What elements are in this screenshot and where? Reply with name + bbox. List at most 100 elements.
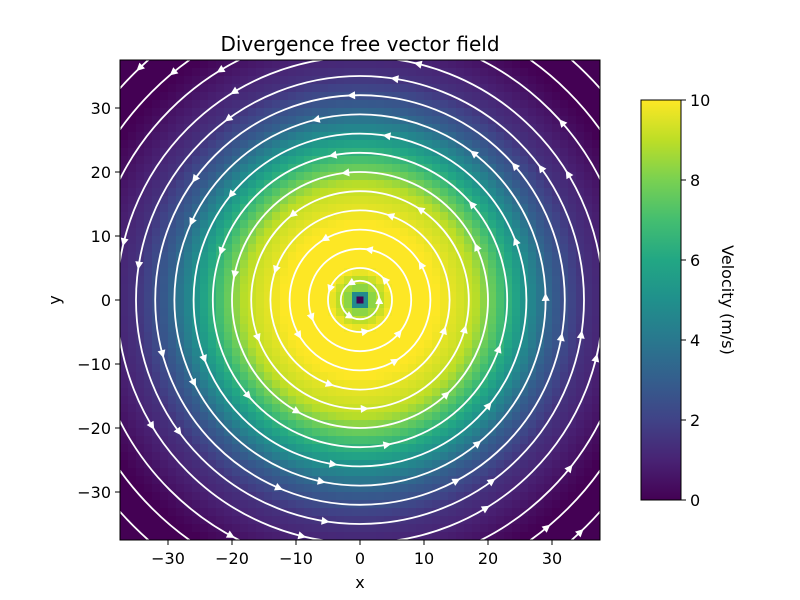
heatmap-cell bbox=[440, 308, 449, 317]
heatmap-cell bbox=[312, 492, 321, 501]
heatmap-cell bbox=[336, 76, 345, 85]
heatmap-cell bbox=[320, 100, 329, 109]
heatmap-cell bbox=[488, 436, 497, 445]
heatmap-cell bbox=[264, 476, 273, 485]
heatmap-cell bbox=[248, 484, 257, 493]
heatmap-cell bbox=[248, 212, 257, 221]
heatmap-cell bbox=[440, 236, 449, 245]
heatmap-cell bbox=[552, 196, 561, 205]
heatmap-cell bbox=[512, 508, 521, 517]
heatmap-cell bbox=[184, 308, 193, 317]
heatmap-cell bbox=[336, 108, 345, 117]
heatmap-cell bbox=[280, 76, 289, 85]
heatmap-cell bbox=[168, 316, 177, 325]
heatmap-cell bbox=[584, 484, 593, 493]
heatmap-cell bbox=[544, 500, 553, 509]
heatmap-cell bbox=[136, 316, 145, 325]
heatmap-cell bbox=[184, 348, 193, 357]
heatmap-cell bbox=[416, 108, 425, 117]
heatmap-cell bbox=[216, 116, 225, 125]
heatmap-cell bbox=[592, 404, 600, 413]
heatmap-cell bbox=[304, 132, 313, 141]
heatmap-cell bbox=[264, 220, 273, 229]
heatmap-cell bbox=[408, 116, 417, 125]
heatmap-cell bbox=[392, 132, 401, 141]
heatmap-cell bbox=[568, 516, 577, 525]
heatmap-cell bbox=[336, 308, 345, 317]
heatmap-cell bbox=[256, 508, 265, 517]
heatmap-cell bbox=[416, 228, 425, 237]
heatmap-cell bbox=[128, 508, 137, 517]
heatmap-cell bbox=[192, 84, 201, 93]
heatmap-cell bbox=[504, 492, 513, 501]
heatmap-cell bbox=[216, 380, 225, 389]
heatmap-cell bbox=[280, 212, 289, 221]
heatmap-cell bbox=[456, 516, 465, 525]
heatmap-cell bbox=[216, 484, 225, 493]
heatmap-cell bbox=[520, 332, 529, 341]
heatmap-cell bbox=[488, 148, 497, 157]
heatmap-cell bbox=[368, 300, 377, 309]
heatmap-cell bbox=[488, 228, 497, 237]
heatmap-cell bbox=[272, 60, 281, 69]
heatmap-cell bbox=[184, 108, 193, 117]
heatmap-cell bbox=[344, 428, 353, 437]
heatmap-cell bbox=[384, 76, 393, 85]
heatmap-cell bbox=[160, 116, 169, 125]
heatmap-cell bbox=[312, 380, 321, 389]
heatmap-cell bbox=[352, 316, 361, 325]
heatmap-cell bbox=[272, 132, 281, 141]
heatmap-cell bbox=[584, 220, 593, 229]
heatmap-cell bbox=[232, 532, 241, 540]
heatmap-cell bbox=[504, 164, 513, 173]
heatmap-cell bbox=[456, 532, 465, 540]
heatmap-cell bbox=[560, 108, 569, 117]
heatmap-cell bbox=[264, 292, 273, 301]
heatmap-cell bbox=[536, 116, 545, 125]
heatmap-cell bbox=[272, 516, 281, 525]
heatmap-cell bbox=[568, 60, 577, 69]
heatmap-cell bbox=[456, 116, 465, 125]
heatmap-cell bbox=[376, 292, 385, 301]
heatmap-cell bbox=[248, 68, 257, 77]
heatmap-cell bbox=[456, 300, 465, 309]
heatmap-cell bbox=[384, 188, 393, 197]
heatmap-cell bbox=[224, 420, 233, 429]
heatmap-cell bbox=[312, 372, 321, 381]
heatmap-cell bbox=[160, 260, 169, 269]
heatmap-cell bbox=[496, 460, 505, 469]
heatmap-cell bbox=[248, 444, 257, 453]
heatmap-cell bbox=[240, 140, 249, 149]
heatmap-cell bbox=[120, 244, 129, 253]
streamline-arrow bbox=[632, 188, 639, 197]
heatmap-cell bbox=[496, 332, 505, 341]
heatmap-cell bbox=[424, 300, 433, 309]
heatmap-cell bbox=[248, 404, 257, 413]
heatmap-cell bbox=[296, 468, 305, 477]
heatmap-cell bbox=[168, 156, 177, 165]
heatmap-cell bbox=[368, 308, 377, 317]
heatmap-cell bbox=[232, 356, 241, 365]
heatmap-cell bbox=[120, 220, 129, 229]
heatmap-cell bbox=[328, 204, 337, 213]
heatmap-cell bbox=[120, 140, 129, 149]
heatmap-cell bbox=[128, 228, 137, 237]
heatmap-cell bbox=[504, 276, 513, 285]
heatmap-cell bbox=[392, 204, 401, 213]
heatmap-cell bbox=[288, 508, 297, 517]
heatmap-cell bbox=[304, 268, 313, 277]
heatmap-cell bbox=[168, 108, 177, 117]
heatmap-cell bbox=[160, 244, 169, 253]
heatmap-cell bbox=[472, 60, 481, 69]
streamline-arrow bbox=[230, 86, 240, 95]
heatmap-cell bbox=[248, 260, 257, 269]
heatmap-cell bbox=[592, 252, 600, 261]
heatmap-cell bbox=[216, 516, 225, 525]
heatmap-cell bbox=[512, 468, 521, 477]
heatmap-cell bbox=[344, 252, 353, 261]
heatmap-cell bbox=[240, 420, 249, 429]
heatmap-cell bbox=[496, 156, 505, 165]
heatmap-cell bbox=[328, 340, 337, 349]
heatmap-cell bbox=[200, 268, 209, 277]
heatmap-cell bbox=[360, 532, 369, 540]
